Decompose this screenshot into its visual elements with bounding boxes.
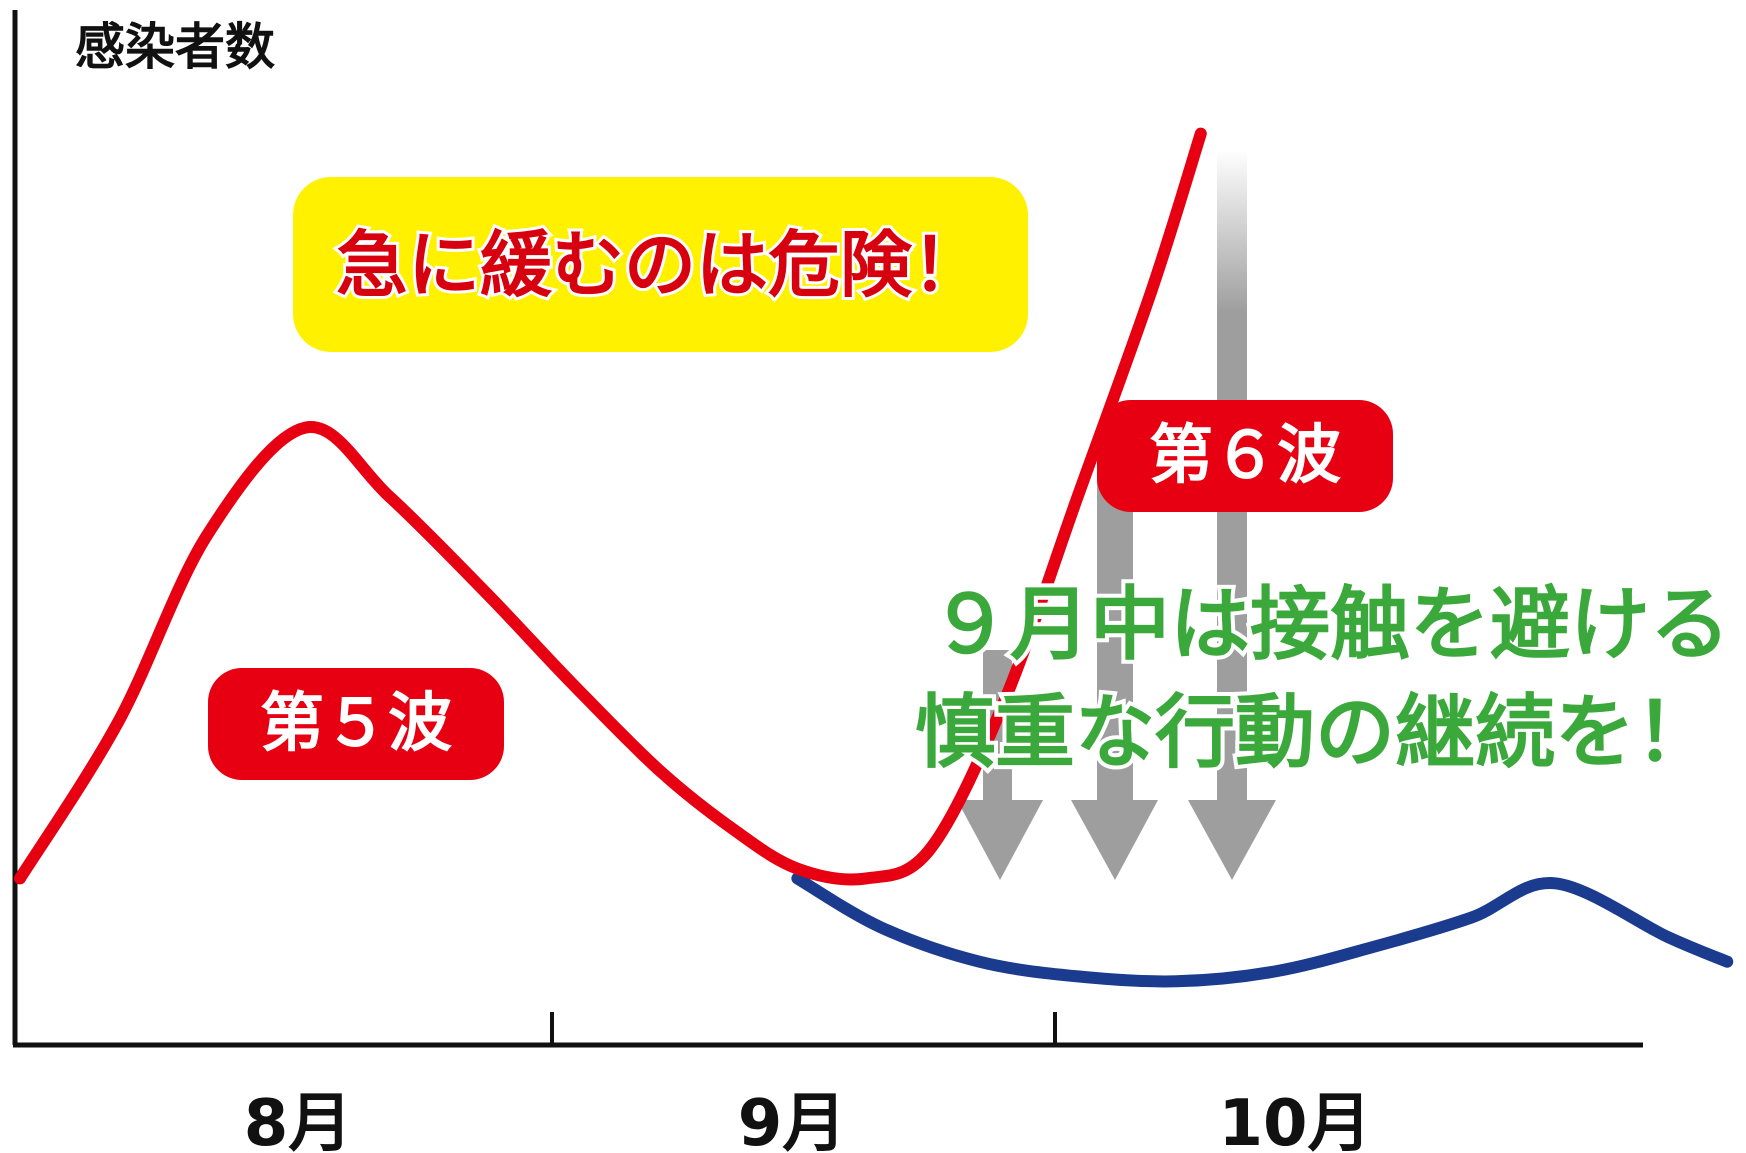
series-line-wave — [14, 127, 1207, 886]
warning-banner — [293, 177, 1028, 352]
x-label-aug: 8月 — [244, 1087, 353, 1153]
series-layer — [14, 127, 1734, 988]
y-axis-label: 感染者数 — [75, 18, 275, 76]
message-line-1: ９月中は接触を避ける — [930, 578, 1730, 671]
x-label-oct: 10月 — [1218, 1087, 1371, 1153]
x-label-sep: 9月 — [738, 1087, 847, 1153]
arrow-shaft-2 — [1097, 460, 1133, 800]
warning-text: 急に緩むのは危険！ — [336, 223, 984, 307]
arrow-head-3 — [1188, 800, 1276, 880]
wave5-badge — [208, 668, 504, 780]
arrow-head-2 — [1071, 800, 1158, 880]
wave6-label: 第６波 — [1149, 419, 1341, 493]
series-line-projection — [791, 872, 1734, 988]
message-line-2: 慎重な行動の継続を！ — [915, 686, 1715, 779]
wave5-label: 第５波 — [260, 687, 452, 761]
arrow-head-1 — [957, 800, 1043, 880]
wave6-badge — [1097, 400, 1393, 512]
